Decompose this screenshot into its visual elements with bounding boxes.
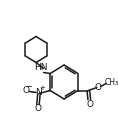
Text: HN: HN	[34, 63, 47, 72]
Text: +: +	[40, 85, 46, 91]
Text: −: −	[25, 82, 32, 91]
Text: CH₃: CH₃	[105, 78, 119, 87]
Text: N: N	[36, 88, 42, 97]
Text: O: O	[86, 100, 93, 109]
Text: O: O	[35, 104, 41, 113]
Text: O: O	[22, 86, 29, 95]
Text: O: O	[94, 83, 101, 92]
